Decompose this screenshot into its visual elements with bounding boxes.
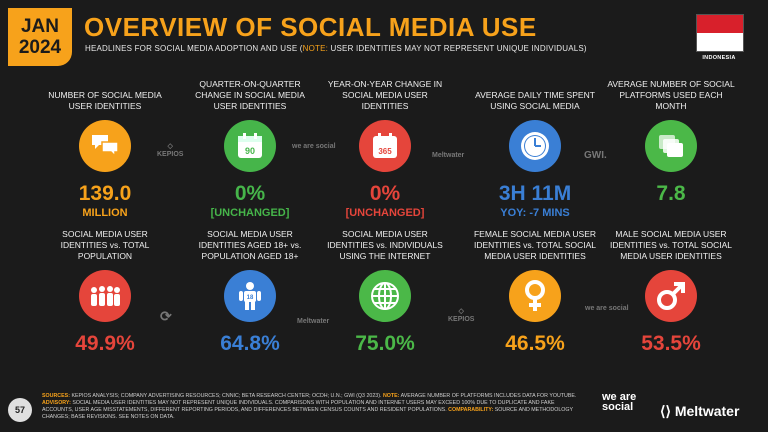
tile-subvalue: MILLION xyxy=(82,207,128,219)
we-are-social-logo-2: we are social xyxy=(585,305,629,312)
tile-male: MALE SOCIAL MEDIA USER IDENTITIES vs. TO… xyxy=(606,228,736,355)
calendar-90-icon: 90 xyxy=(224,120,276,172)
tile-vs-population: SOCIAL MEDIA USER IDENTITIES vs. TOTAL P… xyxy=(40,228,170,355)
tile-label: YEAR-ON-YEAR CHANGE IN SOCIAL MEDIA USER… xyxy=(327,79,443,111)
tile-vs-internet: SOCIAL MEDIA USER IDENTITIES vs. INDIVID… xyxy=(320,228,450,355)
female-symbol-icon xyxy=(509,270,561,322)
tile-subvalue: YOY: -7 MINS xyxy=(500,207,570,219)
tile-label: SOCIAL MEDIA USER IDENTITIES vs. TOTAL P… xyxy=(60,229,150,261)
tile-value: 7.8 xyxy=(656,182,686,205)
tile-qoq-change: QUARTER-ON-QUARTER CHANGE IN SOCIAL MEDI… xyxy=(185,78,315,219)
tile-vs-adults: SOCIAL MEDIA USER IDENTITIES AGED 18+ vs… xyxy=(185,228,315,355)
indonesia-flag-icon xyxy=(696,14,744,52)
tile-value: 3H 11M xyxy=(498,182,572,205)
tile-value: 139.0 xyxy=(78,182,132,205)
tile-avg-platforms: AVERAGE NUMBER OF SOCIAL PLATFORMS USED … xyxy=(606,78,736,205)
clock-icon xyxy=(509,120,561,172)
tile-value: 49.9% xyxy=(75,332,135,355)
tile-social-media-users: NUMBER OF SOCIAL MEDIA USER IDENTITIES 1… xyxy=(40,78,170,219)
kepios-logo: ◇ KEPIOS xyxy=(157,143,184,158)
tile-label: AVERAGE DAILY TIME SPENT USING SOCIAL ME… xyxy=(475,90,595,111)
crowd-icon xyxy=(79,270,131,322)
tile-subvalue: [UNCHANGED] xyxy=(345,207,425,219)
svg-text:365: 365 xyxy=(378,147,392,156)
gwi-logo: GWI. xyxy=(584,150,607,161)
tile-label: AVERAGE NUMBER OF SOCIAL PLATFORMS USED … xyxy=(607,79,735,111)
tile-yoy-change: YEAR-ON-YEAR CHANGE IN SOCIAL MEDIA USER… xyxy=(320,78,450,219)
tile-subvalue: [UNCHANGED] xyxy=(210,207,290,219)
svg-text:18: 18 xyxy=(247,295,254,301)
tile-value: 0% xyxy=(369,182,401,205)
page-subtitle: HEADLINES FOR SOCIAL MEDIA ADOPTION AND … xyxy=(85,44,587,53)
tile-value: 75.0% xyxy=(355,332,415,355)
calendar-365-icon: 365 xyxy=(359,120,411,172)
country-label: INDONESIA xyxy=(702,55,736,61)
kepios-logo-2: ◇ KEPIOS xyxy=(448,308,475,323)
meltwater-icon: ⟨⟩ xyxy=(660,403,675,419)
date-month: JAN xyxy=(20,16,59,37)
tile-label: NUMBER OF SOCIAL MEDIA USER IDENTITIES xyxy=(48,90,162,111)
we-are-social-logo: we are social xyxy=(292,143,336,150)
tile-label: SOCIAL MEDIA USER IDENTITIES AGED 18+ vs… xyxy=(198,229,302,261)
we-are-social-brand: we are social xyxy=(602,391,637,413)
tile-value: 46.5% xyxy=(505,332,565,355)
svg-text:90: 90 xyxy=(245,146,255,156)
meltwater-logo-2: Meltwater xyxy=(297,318,330,325)
page-number: 57 xyxy=(8,398,32,422)
datareportal-icon: ⟳ xyxy=(160,308,172,324)
globe-icon xyxy=(359,270,411,322)
date-year: 2024 xyxy=(18,37,62,58)
footnote: SOURCES: KEPIOS ANALYSIS; COMPANY ADVERT… xyxy=(42,393,577,420)
adult-18-icon: 18 xyxy=(224,270,276,322)
tile-daily-time: AVERAGE DAILY TIME SPENT USING SOCIAL ME… xyxy=(470,78,600,219)
tile-label: MALE SOCIAL MEDIA USER IDENTITIES vs. TO… xyxy=(609,229,733,261)
tile-value: 53.5% xyxy=(641,332,701,355)
stacked-cards-icon xyxy=(645,120,697,172)
date-badge: JAN 2024 xyxy=(8,8,72,66)
page-title: OVERVIEW OF SOCIAL MEDIA USE xyxy=(84,12,537,42)
tile-value: 0% xyxy=(234,182,266,205)
tile-label: SOCIAL MEDIA USER IDENTITIES vs. INDIVID… xyxy=(327,229,443,261)
meltwater-brand: ⟨⟩ Meltwater xyxy=(660,403,740,419)
tile-value: 64.8% xyxy=(220,332,280,355)
meltwater-logo: Meltwater xyxy=(432,152,465,159)
male-symbol-icon xyxy=(645,270,697,322)
tile-female: FEMALE SOCIAL MEDIA USER IDENTITIES vs. … xyxy=(470,228,600,355)
tile-label: QUARTER-ON-QUARTER CHANGE IN SOCIAL MEDI… xyxy=(195,79,305,111)
chat-bubbles-icon xyxy=(79,120,131,172)
tile-label: FEMALE SOCIAL MEDIA USER IDENTITIES vs. … xyxy=(473,229,597,261)
